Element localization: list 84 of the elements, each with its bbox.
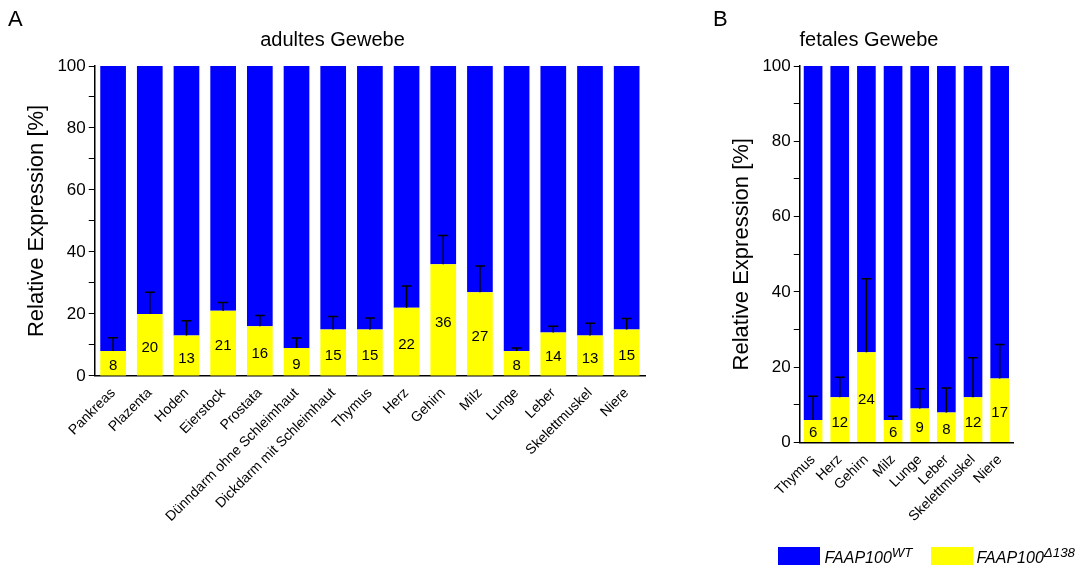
- data-label: 9: [292, 354, 301, 372]
- y-tick-label: 20: [771, 356, 791, 376]
- bar: [393, 307, 420, 376]
- y-tick-label: 20: [66, 303, 86, 323]
- y-tick-label: 40: [66, 241, 86, 261]
- y-tick-label: 80: [66, 117, 86, 137]
- bar: [830, 66, 850, 398]
- chart-title: adultes Gewebe: [260, 27, 405, 50]
- data-label: 20: [141, 337, 159, 355]
- data-label: 15: [618, 345, 635, 363]
- data-label: 13: [581, 348, 599, 366]
- bar: [247, 326, 273, 376]
- bar: [830, 397, 850, 442]
- data-label: 27: [471, 326, 489, 344]
- bar: [210, 66, 236, 311]
- y-axis-title: Relative Expression [%]: [728, 138, 754, 371]
- legend-label: FAAP100$^{Δ138}$: [976, 544, 1075, 567]
- data-label: 8: [108, 356, 118, 374]
- bar: [283, 66, 310, 349]
- bar: [357, 329, 383, 376]
- bar: [937, 412, 956, 442]
- bar: [210, 310, 236, 376]
- data-label: 15: [324, 345, 342, 363]
- bar: [467, 292, 493, 376]
- legend-label: FAAP100$^{WT}$: [824, 544, 913, 567]
- y-tick-label: 60: [771, 206, 791, 226]
- bar: [320, 66, 347, 330]
- chart-title: fetales Gewebe: [799, 27, 939, 50]
- data-label: 9: [915, 418, 924, 436]
- bar: [910, 408, 930, 442]
- data-label: 36: [434, 313, 452, 331]
- bar: [613, 329, 640, 376]
- bar: [990, 66, 1009, 379]
- data-label: 13: [178, 348, 195, 366]
- text: B: [713, 6, 728, 32]
- data-label: 24: [858, 390, 875, 408]
- bar: [883, 66, 903, 420]
- bar: [430, 66, 457, 265]
- data-label: 17: [991, 403, 1009, 421]
- bar: [937, 66, 956, 413]
- bar: [320, 329, 347, 376]
- bar: [613, 66, 640, 330]
- bar: [963, 66, 983, 398]
- bar: [430, 264, 457, 376]
- y-tick-label: 100: [762, 55, 791, 75]
- bar: [857, 66, 876, 353]
- bar: [136, 313, 163, 376]
- bar: [540, 332, 567, 376]
- data-label: 21: [214, 336, 232, 354]
- y-axis-title: Relative Expression [%]: [23, 104, 49, 338]
- y-tick-label: 0: [781, 432, 791, 452]
- bar: [577, 335, 603, 376]
- bar: [803, 66, 823, 420]
- bar: [503, 66, 530, 352]
- data-label: 15: [361, 345, 379, 363]
- bar: [100, 66, 126, 352]
- y-tick-label: 100: [57, 55, 86, 75]
- data-label: 16: [251, 344, 269, 361]
- text: A: [8, 6, 23, 32]
- bar: [357, 66, 383, 330]
- y-tick-label: 40: [771, 281, 791, 301]
- bar: [136, 66, 163, 314]
- data-label: 12: [831, 412, 849, 430]
- x-tick-label: Milz: [455, 384, 485, 414]
- bar: [910, 66, 930, 409]
- bar: [173, 66, 200, 336]
- bar: [540, 66, 567, 333]
- data-label: 22: [398, 334, 415, 352]
- bar: [247, 66, 273, 327]
- data-label: 8: [942, 420, 951, 438]
- data-label: 14: [544, 347, 562, 365]
- y-tick-label: 80: [771, 130, 791, 150]
- bar: [990, 378, 1009, 442]
- bar: [393, 66, 420, 308]
- data-label: 6: [808, 423, 818, 441]
- y-tick-label: 60: [66, 179, 86, 199]
- bar: [857, 352, 876, 442]
- bar: [100, 351, 126, 376]
- data-label: 6: [888, 423, 898, 441]
- bar: [577, 66, 603, 336]
- data-label: 8: [512, 356, 521, 374]
- data-label: 12: [964, 412, 982, 430]
- bar: [467, 66, 493, 293]
- y-tick-label: 0: [76, 365, 86, 385]
